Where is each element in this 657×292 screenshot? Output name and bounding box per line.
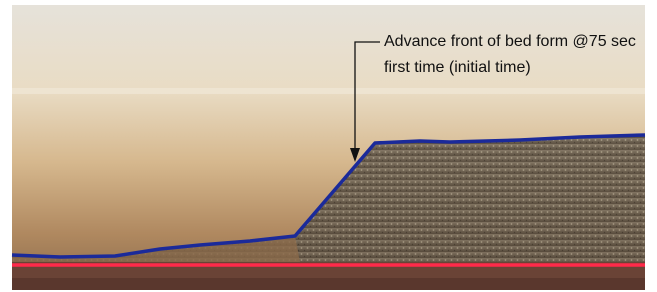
- annotated-photo: Advance front of bed form @75 sec first …: [0, 0, 657, 292]
- annotation-line: first time (initial time): [384, 59, 531, 76]
- annotation-line: Advance front of bed form @75 sec: [384, 33, 636, 50]
- page: Advance front of bed form @75 sec first …: [0, 0, 657, 292]
